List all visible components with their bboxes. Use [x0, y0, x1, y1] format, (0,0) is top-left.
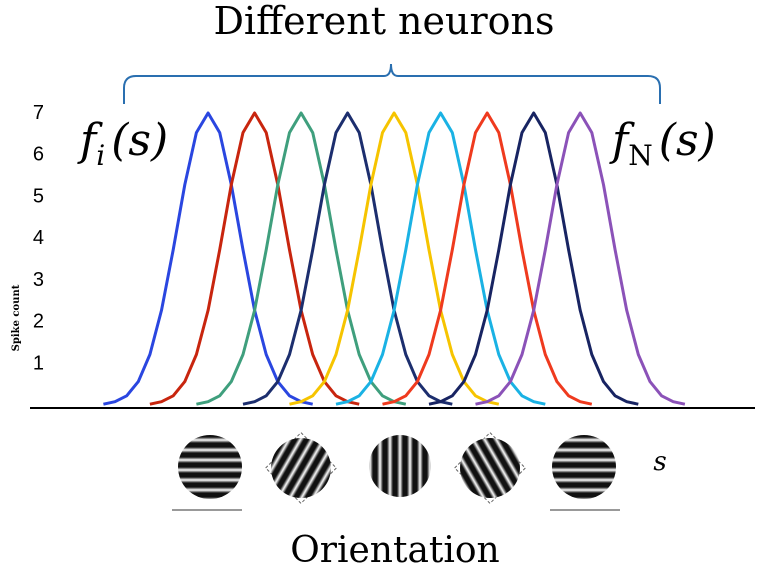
- tuning-curve: [243, 113, 452, 404]
- y-tick-label: 7: [33, 102, 44, 124]
- annotation: s: [653, 447, 666, 477]
- y-tick-label: 5: [33, 185, 44, 207]
- chart: Different neurons fi(s) fN(s) s Spike co…: [0, 0, 761, 572]
- brace: [124, 64, 660, 104]
- annotation: fN(s): [609, 115, 716, 172]
- tuning-curve: [336, 113, 545, 404]
- tuning-curve: [429, 113, 638, 404]
- x-axis-label: Orientation: [290, 530, 500, 571]
- annotation: fi(s): [77, 115, 168, 172]
- y-tick-label: 2: [33, 311, 44, 333]
- tuning-curve: [476, 113, 685, 404]
- stimuli: [172, 433, 620, 510]
- chart-title: Different neurons: [213, 0, 554, 43]
- y-tick-label: 1: [33, 352, 44, 374]
- y-tick-label: 3: [33, 269, 44, 291]
- y-axis-label: Spike count: [11, 284, 22, 351]
- y-tick-label: 6: [33, 144, 44, 166]
- tuning-curve: [383, 113, 592, 404]
- tuning-curve: [290, 113, 499, 404]
- y-tick-label: 4: [33, 227, 44, 249]
- tuning-curve: [150, 113, 359, 404]
- tuning-curve: [196, 113, 405, 404]
